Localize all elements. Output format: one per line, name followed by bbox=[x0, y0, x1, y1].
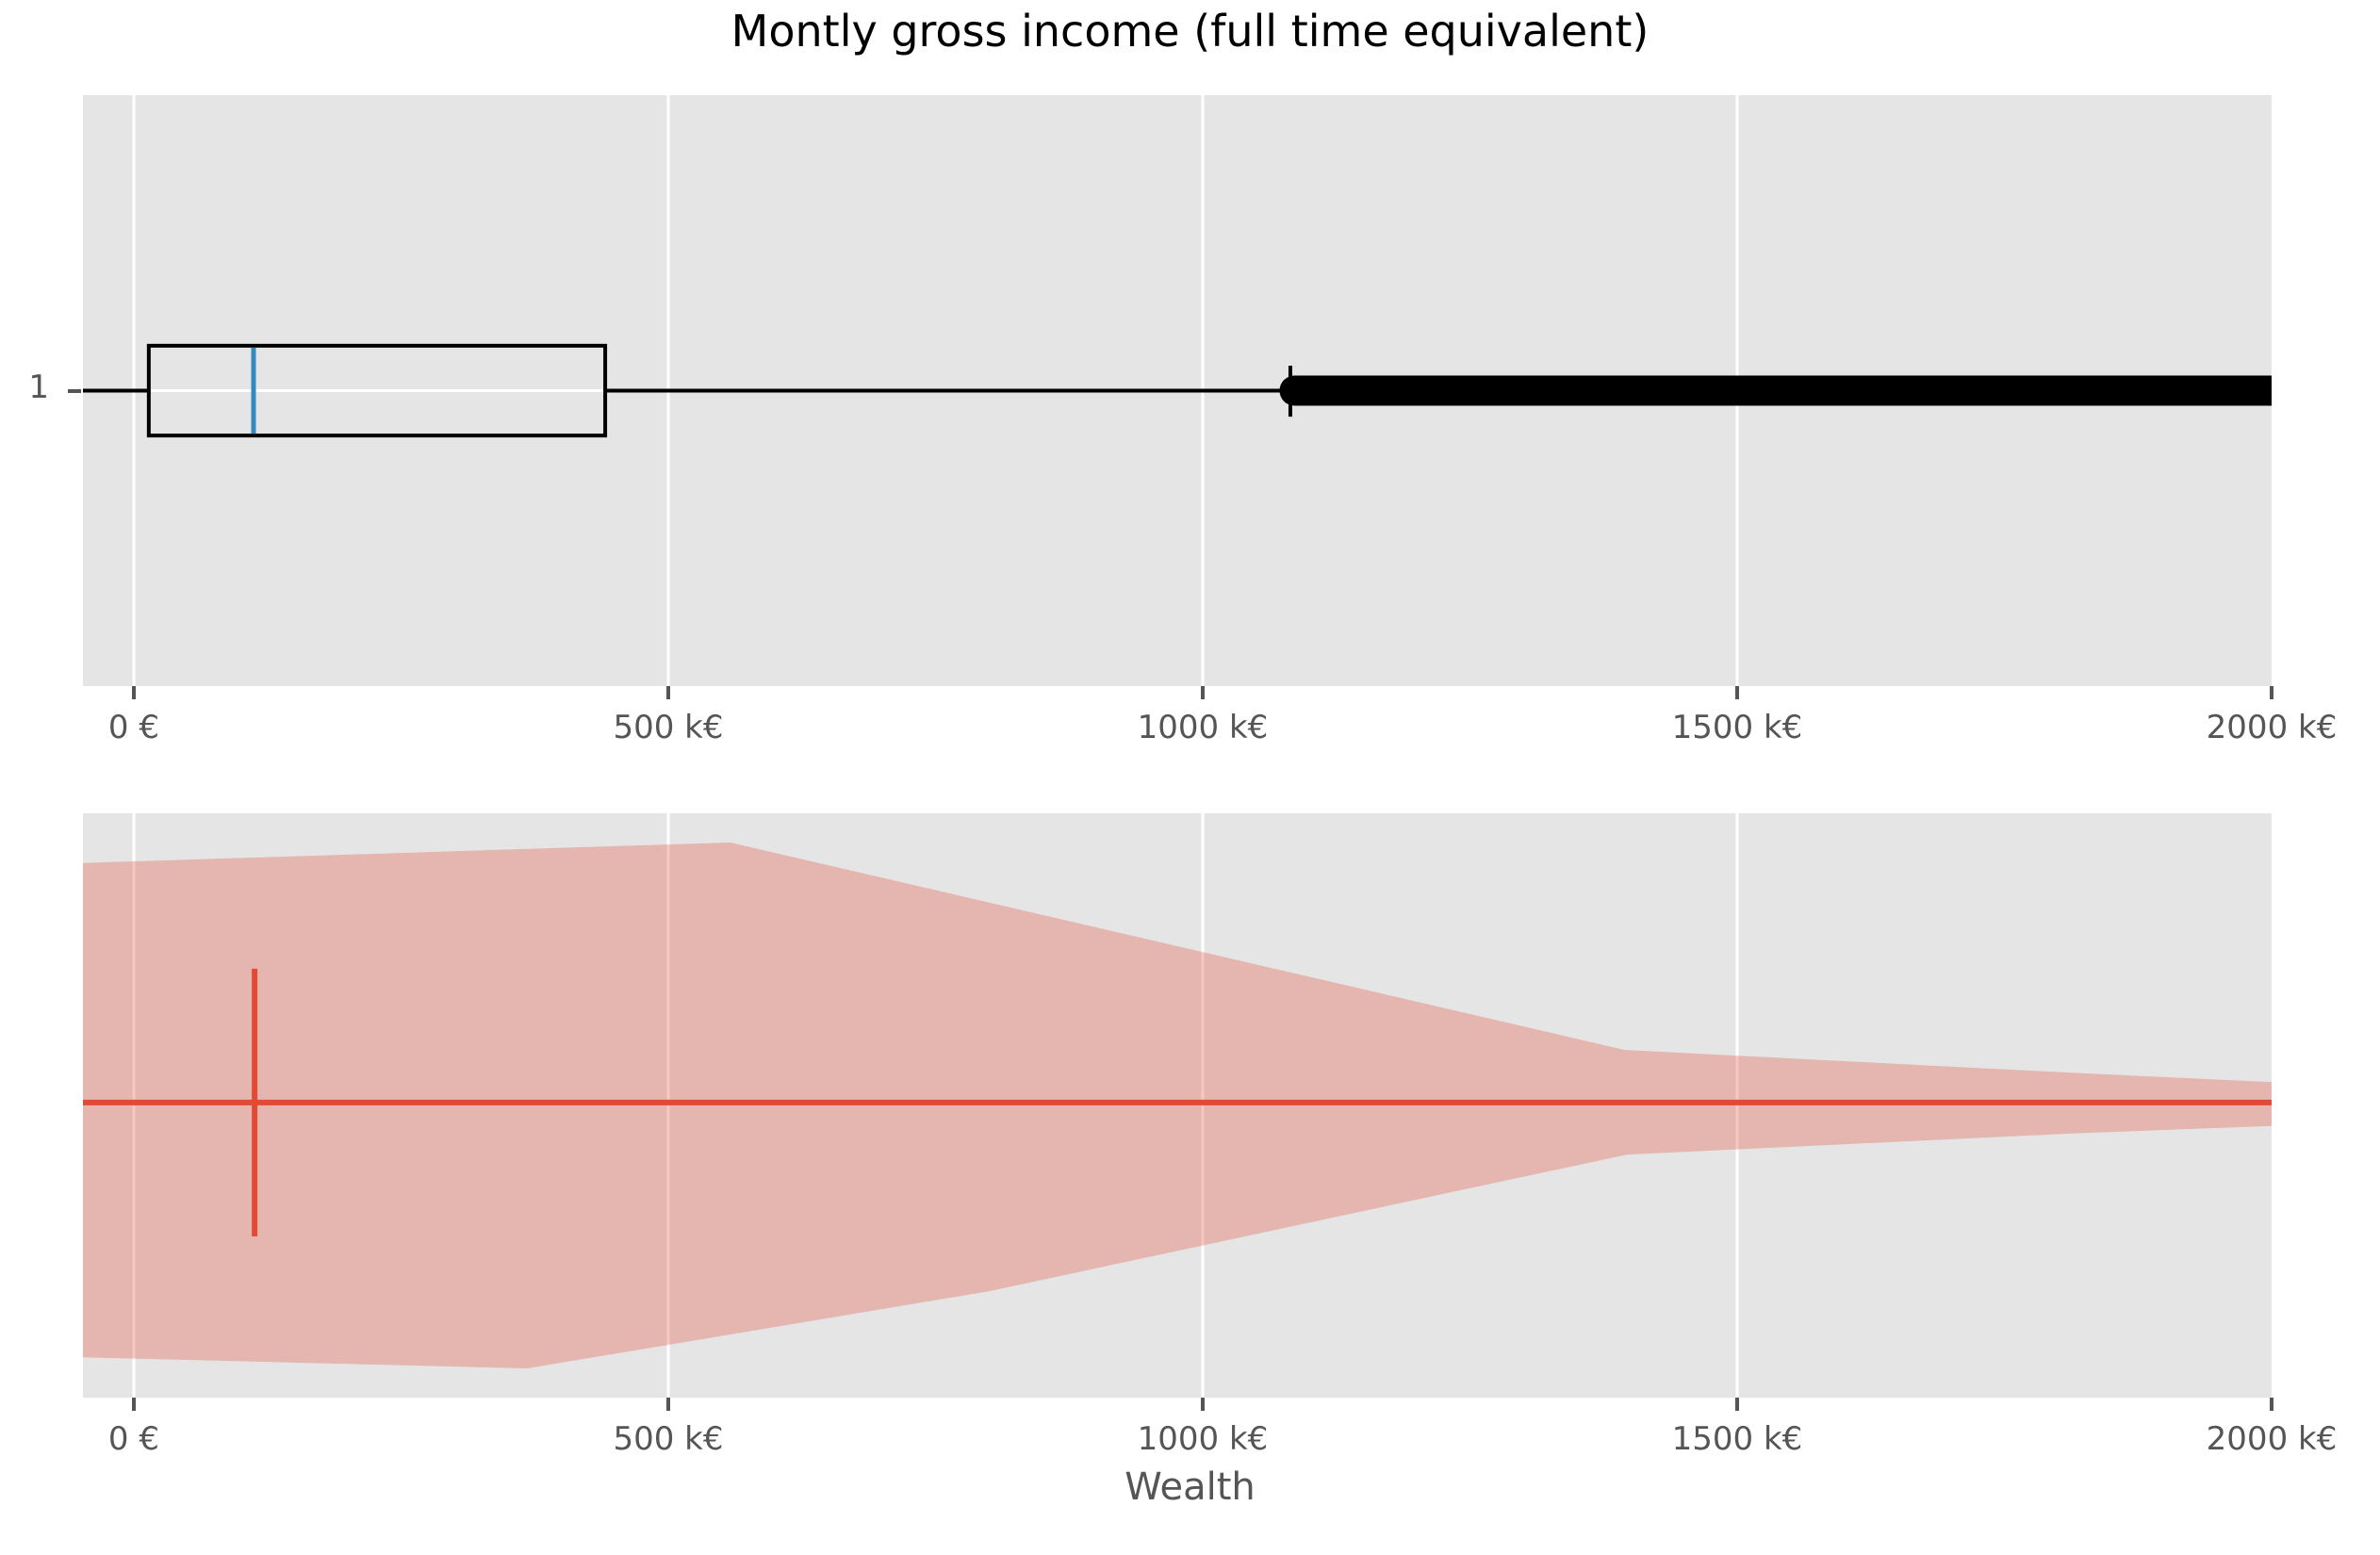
x-tick-label-1500 k€: 1500 k€ bbox=[1671, 709, 1803, 746]
x-tick-mark-500 k€ bbox=[665, 1398, 670, 1411]
x-tick-mark-500 k€ bbox=[665, 686, 670, 699]
x-tick-mark-0 € bbox=[131, 686, 136, 699]
x-tick-label-1500 k€: 1500 k€ bbox=[1671, 1420, 1803, 1458]
x-tick-mark-0 € bbox=[131, 1398, 136, 1411]
x-tick-label-2000 k€: 2000 k€ bbox=[2206, 1420, 2338, 1458]
x-tick-label-1000 k€: 1000 k€ bbox=[1137, 709, 1269, 746]
y-tick-label-1: 1 bbox=[28, 368, 49, 406]
box-iqr-rect bbox=[146, 343, 608, 438]
confidence-band bbox=[83, 843, 2272, 1368]
band-axes bbox=[83, 813, 2272, 1398]
boxplot-canvas bbox=[83, 95, 2272, 686]
chart-title: Montly gross income (full time equivalen… bbox=[730, 6, 1650, 57]
x-tick-mark-2000 k€ bbox=[2270, 686, 2273, 699]
x-axis-label: Wealth bbox=[1124, 1465, 1256, 1509]
x-tick-mark-1000 k€ bbox=[1200, 1398, 1205, 1411]
x-tick-label-500 k€: 500 k€ bbox=[613, 709, 724, 746]
x-tick-label-0 €: 0 € bbox=[107, 709, 160, 746]
y-tick-mark bbox=[68, 388, 81, 393]
x-tick-mark-1000 k€ bbox=[1200, 686, 1205, 699]
x-tick-label-500 k€: 500 k€ bbox=[613, 1420, 724, 1458]
x-tick-label-1000 k€: 1000 k€ bbox=[1137, 1420, 1269, 1458]
x-tick-mark-1500 k€ bbox=[1734, 1398, 1739, 1411]
outliers-dense-bar bbox=[1279, 375, 2272, 406]
band-canvas bbox=[83, 813, 2272, 1398]
x-tick-mark-1500 k€ bbox=[1734, 686, 1739, 699]
boxplot-axes bbox=[83, 95, 2272, 686]
x-tick-label-0 €: 0 € bbox=[107, 1420, 160, 1458]
x-tick-mark-2000 k€ bbox=[2270, 1398, 2273, 1411]
x-tick-label-2000 k€: 2000 k€ bbox=[2206, 709, 2338, 746]
